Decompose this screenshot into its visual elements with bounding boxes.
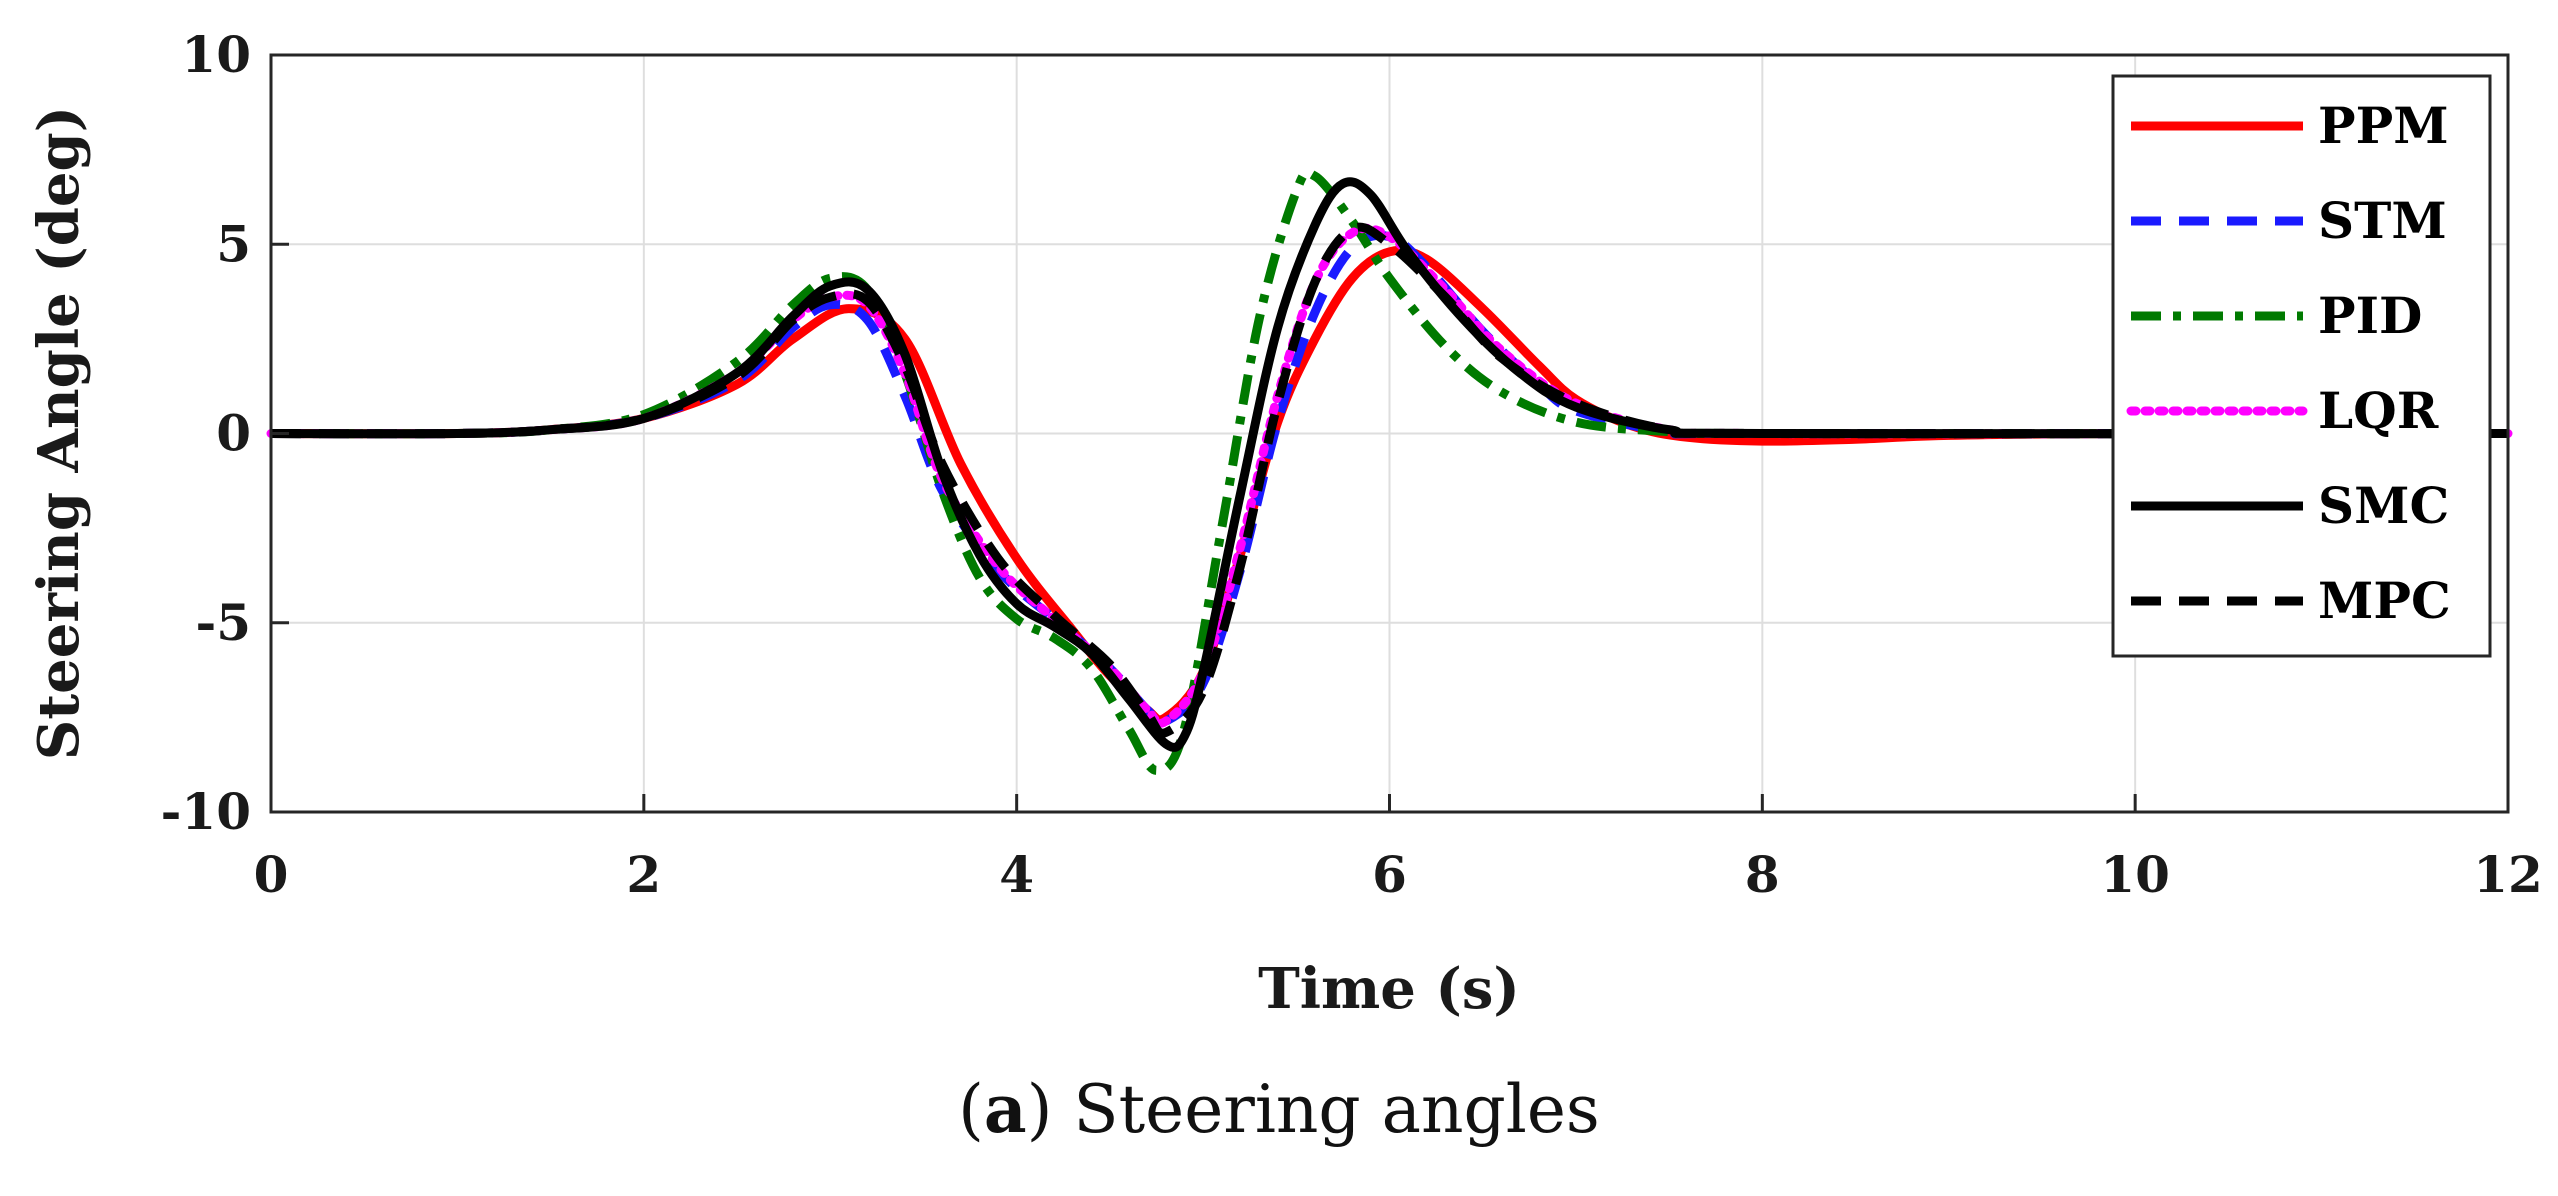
series-layer xyxy=(266,168,2513,775)
caption-letter: a xyxy=(983,1070,1027,1148)
legend-box xyxy=(2111,74,2492,658)
x-tick-label: 10 xyxy=(2100,845,2170,904)
legend-label-lqr: LQR xyxy=(2318,381,2439,440)
x-axis-label: Time (s) xyxy=(1258,956,1520,1022)
y-tick-label: -5 xyxy=(195,593,251,652)
caption-text: Steering angles xyxy=(1052,1071,1600,1148)
x-tick-label: 6 xyxy=(1372,845,1407,904)
legend-label-mpc: MPC xyxy=(2318,571,2451,630)
x-tick-label: 8 xyxy=(1745,845,1780,904)
series-line-pid xyxy=(270,168,2509,775)
legend-label-stm: STM xyxy=(2318,191,2447,250)
series-line-mpc xyxy=(270,222,2509,738)
y-axis-label: Steering Angle (deg) xyxy=(26,106,92,760)
caption-close-paren: ) xyxy=(1026,1071,1053,1148)
x-tick-label: 2 xyxy=(626,845,661,904)
x-axis-ticks: 0 2 4 6 8 10 12 xyxy=(254,794,2543,904)
legend-label-smc: SMC xyxy=(2318,476,2449,535)
legend-label-pid: PID xyxy=(2318,286,2422,345)
legend-label-ppm: PPM xyxy=(2318,96,2449,155)
figure-caption: (a) Steering angles xyxy=(0,1070,2558,1148)
y-axis-ticks: -10 -5 0 5 10 xyxy=(161,25,289,841)
y-tick-label: -10 xyxy=(161,782,251,841)
x-tick-label: 0 xyxy=(254,845,289,904)
legend: PPM STM PID LQR SMC MPC xyxy=(2111,74,2492,658)
caption-open-paren: ( xyxy=(958,1071,984,1148)
y-tick-label: 0 xyxy=(216,404,251,463)
y-tick-label: 10 xyxy=(181,25,251,84)
line-chart: 0 2 4 6 8 10 12 -10 -5 0 5 10 Time (s) Steering An… xyxy=(26,25,2543,1022)
x-tick-label: 4 xyxy=(999,845,1034,904)
y-tick-label: 5 xyxy=(216,214,251,273)
x-tick-label: 12 xyxy=(2473,845,2543,904)
